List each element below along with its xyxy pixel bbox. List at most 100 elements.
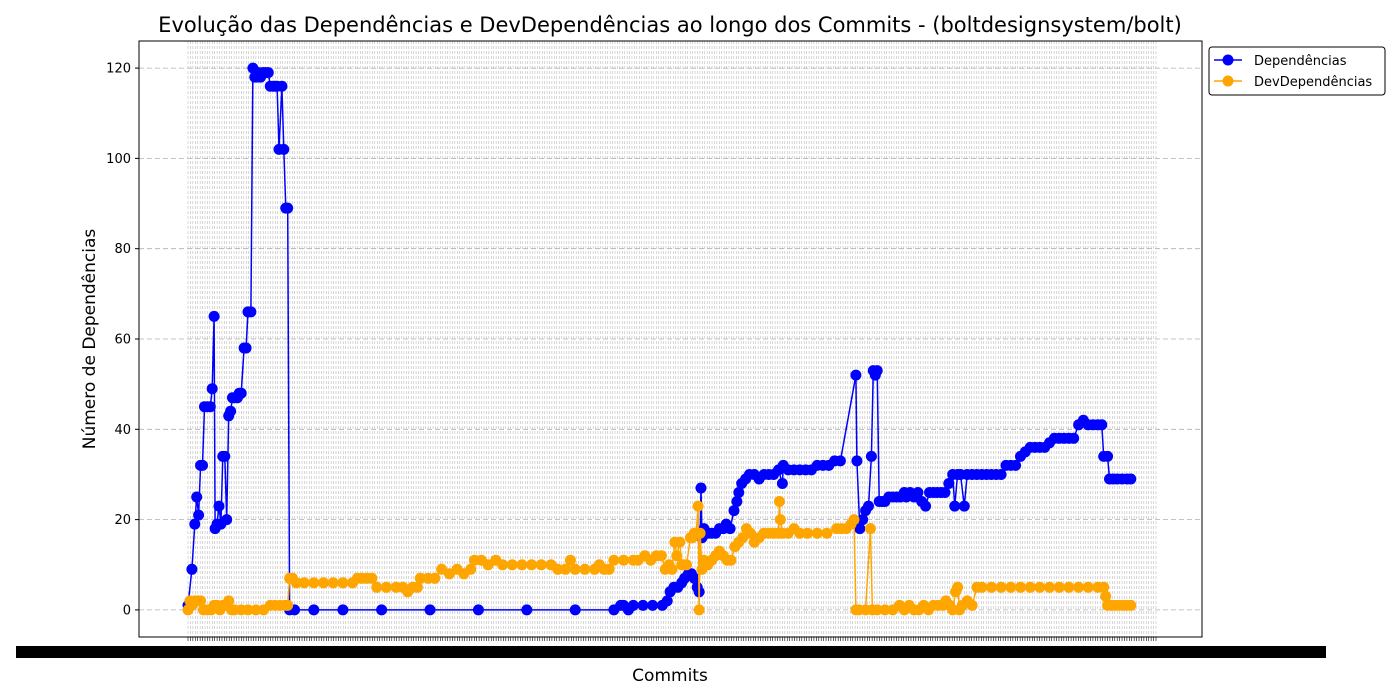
data-point [497,559,509,571]
data-point [1015,581,1026,593]
y-tick-label: 80 [114,242,131,257]
y-axis-ticks: 0 20 40 60 80 100 120 [106,62,139,618]
data-point [728,505,740,517]
data-point [864,523,876,535]
data-point [733,487,745,498]
data-point [1125,599,1137,611]
data-point [278,143,290,155]
data-point [411,581,423,593]
y-tick-label: 0 [123,603,131,618]
data-point [848,514,860,526]
series-1 [182,496,1137,616]
data-point [695,482,707,494]
data-point [608,554,620,566]
x-tick-labels-overlap [16,646,1326,658]
data-point [337,577,349,589]
series-layer [182,62,1137,616]
data-point [681,559,692,571]
y-axis-label: Número de Dependências [80,229,100,450]
data-point [204,401,216,413]
data-point [235,387,247,399]
data-point [225,405,237,417]
data-point [516,559,528,571]
data-point [282,202,294,214]
y-tick-label: 120 [106,62,131,77]
data-point [976,581,988,593]
chart-title: Evolução das Dependências e DevDependênc… [158,13,1182,37]
data-point [191,491,203,503]
data-point [949,500,961,512]
data-point [380,581,392,593]
data-point [569,563,581,575]
data-point [871,365,883,377]
data-point [821,527,833,539]
data-point [794,527,806,539]
data-point [661,595,673,607]
data-point [298,577,310,589]
data-point [526,559,538,571]
data-point [774,514,786,526]
data-point [193,509,205,521]
data-point [958,500,970,512]
data-point [1034,581,1046,593]
data-point [506,559,518,571]
data-point [197,459,208,471]
data-point [1100,590,1112,602]
data-point [627,599,639,611]
data-point [952,581,964,593]
data-point [773,496,785,507]
data-point [472,604,484,616]
data-point [208,310,220,322]
data-point [1073,581,1085,593]
data-point [850,369,862,381]
data-point [811,527,823,539]
data-point [802,527,813,539]
data-point [618,554,630,566]
data-point [366,572,378,584]
data-point [655,550,667,562]
data-point [688,572,700,584]
data-point [327,577,339,589]
x-axis-ticks [16,637,1326,658]
data-point [671,550,683,562]
data-point [865,450,877,462]
data-point [219,450,231,462]
data-point [376,604,388,616]
data-point [1005,581,1017,593]
y-tick-label: 40 [114,423,131,438]
data-point [985,581,997,593]
data-point [579,563,591,575]
data-point [647,599,659,611]
data-point [1098,581,1110,593]
data-point [943,478,955,489]
data-point [1096,419,1108,431]
data-point [1082,581,1094,593]
data-point [276,80,288,92]
data-point [939,487,951,498]
data-point [1024,581,1036,593]
data-point [308,604,320,616]
data-point [371,581,383,593]
data-point [308,577,320,589]
data-point [724,523,736,535]
data-point [966,599,978,611]
data-point [879,604,891,616]
data-point [223,595,235,607]
data-point [424,604,436,616]
series-0 [182,62,1137,616]
data-point [694,527,706,539]
x-axis-label: Commits [632,666,708,686]
y-tick-label: 20 [114,513,131,528]
data-point [851,455,863,467]
data-point [857,514,869,526]
data-point [318,577,329,589]
data-point [240,342,252,354]
data-point [1125,473,1137,485]
data-point [560,563,571,575]
legend-label-devdependencias: DevDependências [1254,75,1372,90]
data-point [569,604,581,616]
legend-box [1208,46,1386,96]
data-point [725,554,737,566]
data-point [1102,450,1114,462]
data-point [920,500,932,512]
